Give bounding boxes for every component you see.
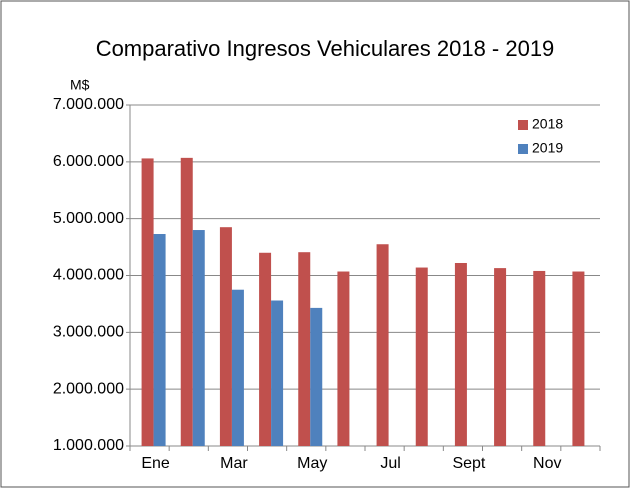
x-tick-label: Ene	[141, 455, 170, 472]
bar	[533, 270, 546, 446]
bar	[153, 234, 166, 446]
x-tick-label: Sept	[452, 455, 485, 472]
bar	[271, 300, 284, 446]
bar	[310, 307, 323, 446]
y-tick-label: 6.000.000	[53, 153, 124, 170]
x-tick-label: May	[297, 455, 327, 472]
legend-swatch	[518, 120, 528, 130]
bar	[180, 157, 193, 447]
y-axis-label: M$	[70, 77, 90, 93]
x-tick-label: Jul	[380, 455, 400, 472]
x-tick-label: Mar	[220, 455, 248, 472]
bar	[415, 267, 428, 446]
bar	[572, 271, 585, 446]
legend-swatch	[518, 144, 528, 154]
y-tick-label: 3.000.000	[53, 324, 124, 341]
bar	[376, 244, 389, 446]
y-tick-label: 2.000.000	[53, 380, 124, 397]
y-tick-label: 1.000.000	[53, 437, 124, 454]
bar	[259, 252, 272, 446]
y-tick-label: 5.000.000	[53, 210, 124, 227]
bar	[337, 271, 350, 446]
bar	[494, 268, 507, 446]
bar	[219, 227, 232, 446]
chart-title: Comparativo Ingresos Vehiculares 2018 - …	[96, 36, 555, 61]
y-tick-label: 4.000.000	[53, 267, 124, 284]
y-tick-label: 7.000.000	[53, 96, 124, 113]
legend-label: 2018	[532, 116, 563, 132]
bar	[141, 158, 154, 446]
bar	[454, 262, 467, 446]
bar	[298, 252, 311, 446]
bar	[231, 289, 244, 446]
legend-label: 2019	[532, 140, 563, 156]
bar	[192, 230, 205, 446]
x-tick-label: Nov	[533, 455, 561, 472]
